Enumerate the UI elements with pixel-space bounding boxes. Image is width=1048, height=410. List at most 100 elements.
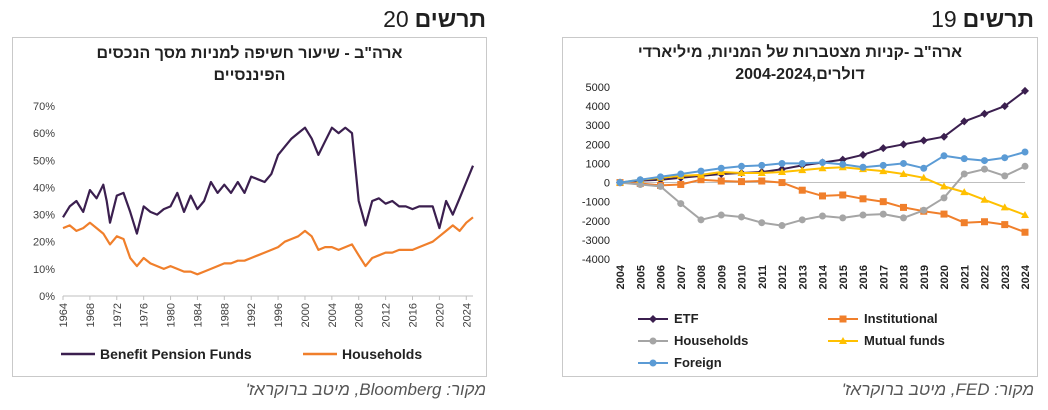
right-x-tick-label: 2020 xyxy=(939,265,951,289)
right-y-tick-label: 0 xyxy=(604,178,610,190)
right-y-tick-label: -4000 xyxy=(582,254,610,266)
right-x-tick-label: 2016 xyxy=(858,265,870,289)
left-y-tick-label: 20% xyxy=(33,237,55,249)
right-series-point-1 xyxy=(900,203,907,211)
left-x-tick-label: 1976 xyxy=(139,303,151,327)
left-x-tick-label: 1984 xyxy=(192,303,204,327)
right-series-point-1 xyxy=(879,198,887,206)
right-series-point-4 xyxy=(819,158,826,166)
right-series-point-3 xyxy=(737,169,746,176)
right-legend-label-2: Households xyxy=(674,333,748,348)
right-series-point-3 xyxy=(757,169,766,176)
right-series-point-3 xyxy=(899,169,908,177)
left-legend-label-0: Benefit Pension Funds xyxy=(100,346,252,362)
right-y-tick-label: -1000 xyxy=(582,197,610,209)
right-legend-label-0: ETF xyxy=(674,311,699,326)
right-series-point-2 xyxy=(738,213,745,221)
left-y-tick-label: 60% xyxy=(33,128,55,140)
right-x-tick-label: 2009 xyxy=(716,265,728,289)
right-series-point-0 xyxy=(960,117,969,126)
right-series-point-1 xyxy=(839,191,847,199)
right-legend-marker-0 xyxy=(649,315,657,323)
right-series-point-0 xyxy=(859,150,867,159)
left-x-tick-label: 1980 xyxy=(166,303,178,327)
right-y-tick-label: 5000 xyxy=(586,82,610,94)
right-series-point-4 xyxy=(859,163,867,171)
right-series-point-4 xyxy=(839,160,847,168)
right-series-point-0 xyxy=(980,109,989,118)
right-series-point-1 xyxy=(1021,228,1029,236)
left-y-tick-label: 40% xyxy=(33,182,55,194)
right-series-point-1 xyxy=(717,177,725,185)
right-series-point-3 xyxy=(879,167,888,175)
right-series-point-4 xyxy=(758,161,766,169)
right-series-point-1 xyxy=(981,218,988,226)
right-x-tick-label: 2018 xyxy=(899,265,911,289)
right-series-point-1 xyxy=(697,176,705,184)
right-series-point-3 xyxy=(980,195,989,203)
right-legend-label-1: Institutional xyxy=(864,311,938,326)
right-legend-marker-3 xyxy=(839,337,847,344)
left-series-line-0 xyxy=(62,126,475,235)
left-chart-panel: ארה"ב - שיעור חשיפה למניות מסך הנכסים הפ… xyxy=(12,37,487,377)
right-chart-panel: ארה"ב -קניות מצטברות של המניות, מיליארדי… xyxy=(562,37,1038,377)
right-series-point-0 xyxy=(1021,86,1029,95)
right-x-tick-label: 2006 xyxy=(656,265,668,289)
right-series-point-1 xyxy=(859,195,867,203)
right-series-point-4 xyxy=(960,155,968,163)
right-legend-marker-1 xyxy=(839,315,847,323)
right-series-point-4 xyxy=(900,159,907,167)
right-series-point-1 xyxy=(798,186,806,194)
right-series-point-3 xyxy=(778,168,786,176)
right-series-point-0 xyxy=(1000,102,1009,111)
right-series-point-1 xyxy=(758,177,766,185)
right-series-point-4 xyxy=(616,179,624,187)
left-source-note: מקור: Bloomberg, מיטב ברוקראז' xyxy=(245,380,486,399)
right-series-point-3 xyxy=(1000,203,1009,211)
left-x-tick-label: 1992 xyxy=(246,303,258,327)
right-x-tick-label: 2011 xyxy=(757,265,769,289)
left-x-tick-label: 2024 xyxy=(461,303,473,327)
right-series-point-4 xyxy=(657,173,664,181)
right-series-point-2 xyxy=(677,200,685,208)
left-x-tick-label: 1968 xyxy=(85,303,97,327)
left-line-chart: 0% 10% 20% 30% 40% 50% 60% 70% 1964 1968 1972 1976 1… xyxy=(33,101,475,362)
left-x-tick-label: 1996 xyxy=(273,303,285,327)
right-series-point-0 xyxy=(940,132,948,141)
right-x-tick-label: 2004 xyxy=(615,264,627,289)
right-legend-label-4: Foreign xyxy=(674,355,722,370)
right-y-tick-label: 2000 xyxy=(586,139,610,151)
right-series-point-2 xyxy=(657,182,664,190)
right-x-tick-label: 2014 xyxy=(818,264,830,289)
right-y-tick-label: 4000 xyxy=(586,101,610,113)
left-x-tick-label: 1964 xyxy=(58,303,70,327)
right-y-tick-label: 1000 xyxy=(586,158,610,170)
right-series-point-4 xyxy=(636,176,644,184)
right-x-tick-label: 2007 xyxy=(676,265,688,289)
right-x-tick-label: 2010 xyxy=(737,265,749,289)
left-chart-title-line2: הפיננסיים xyxy=(213,67,286,84)
right-series-point-2 xyxy=(900,214,907,222)
left-x-tick-label: 2004 xyxy=(327,303,339,327)
right-heading-number: 19 xyxy=(931,6,957,32)
left-y-tick-label: 70% xyxy=(33,101,55,113)
right-x-tick-label: 2017 xyxy=(878,265,890,289)
right-series-point-2 xyxy=(839,214,847,222)
right-series-point-2 xyxy=(920,206,928,214)
left-x-tick-label: 1988 xyxy=(219,303,231,327)
right-x-tick-label: 2019 xyxy=(919,265,931,289)
right-series-point-4 xyxy=(879,161,887,169)
right-series-point-1 xyxy=(940,210,948,218)
right-series-point-2 xyxy=(819,212,826,220)
right-x-tick-label: 2013 xyxy=(797,265,809,289)
right-chart-heading: תרשים19 xyxy=(931,6,1034,33)
right-series-point-4 xyxy=(697,167,705,175)
right-series-point-2 xyxy=(981,165,988,173)
right-x-tick-label: 2005 xyxy=(635,265,647,289)
right-series-point-1 xyxy=(960,219,968,227)
right-series-point-2 xyxy=(859,211,867,219)
right-series-point-3 xyxy=(940,182,948,190)
left-legend-label-1: Households xyxy=(342,346,422,362)
right-series-point-3 xyxy=(919,173,928,181)
right-series-point-4 xyxy=(738,162,745,170)
